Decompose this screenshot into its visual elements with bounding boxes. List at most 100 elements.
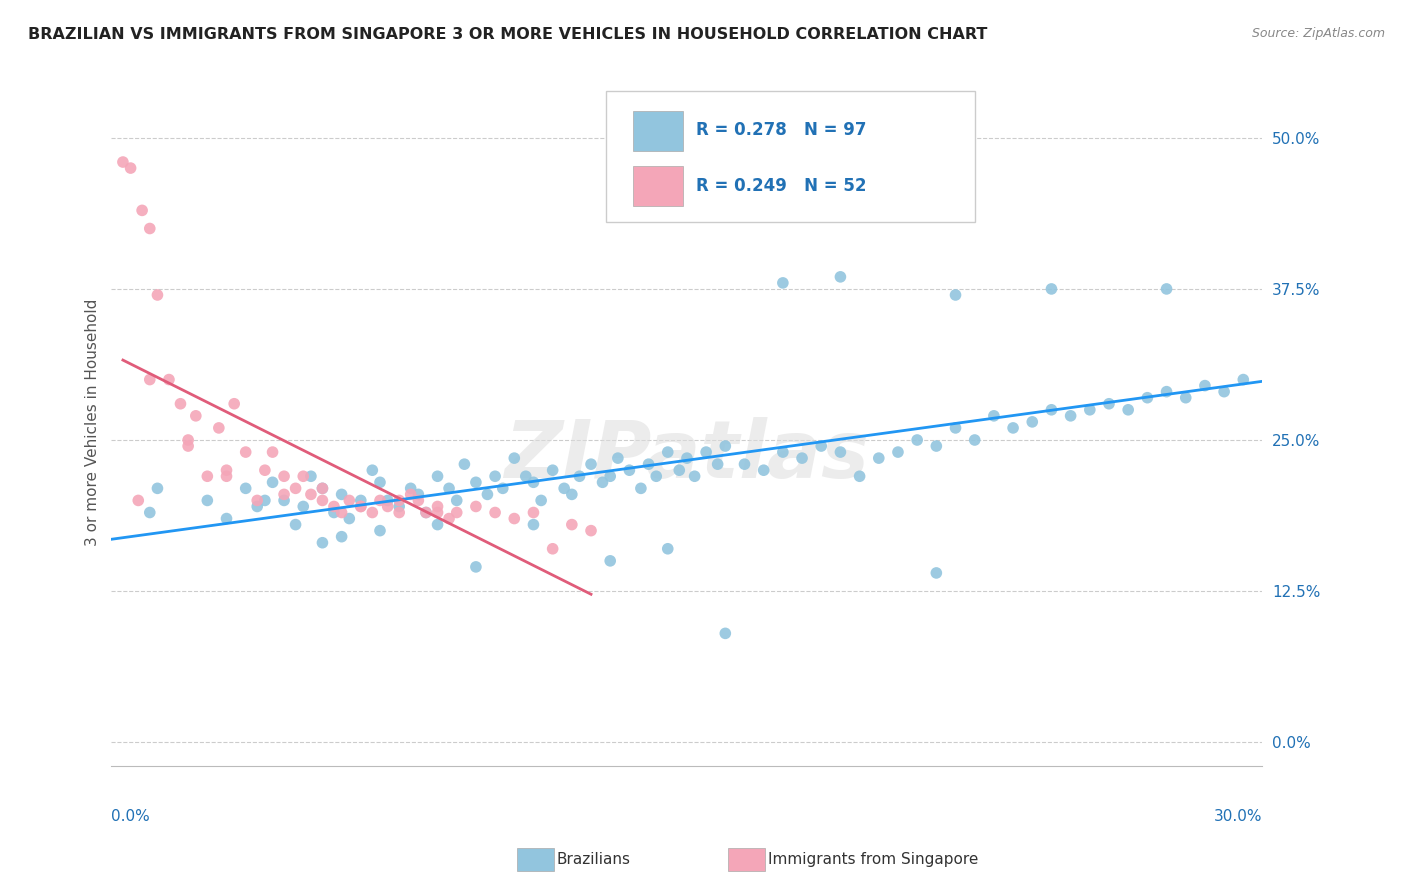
Point: [848, 469, 870, 483]
Point: [492, 481, 515, 495]
Point: [1156, 384, 1178, 399]
Point: [446, 506, 468, 520]
Point: [224, 397, 246, 411]
Point: [215, 463, 238, 477]
Point: [541, 463, 564, 477]
Point: [273, 487, 295, 501]
Point: [1059, 409, 1081, 423]
Point: [484, 469, 506, 483]
Point: [522, 517, 544, 532]
Point: [350, 500, 373, 514]
Point: [619, 463, 641, 477]
Point: [599, 469, 621, 483]
Point: [350, 493, 373, 508]
Point: [157, 373, 180, 387]
Point: [657, 445, 679, 459]
Point: [630, 481, 652, 495]
Point: [695, 445, 717, 459]
Point: [945, 288, 967, 302]
Point: [246, 500, 269, 514]
Point: [446, 493, 468, 508]
Point: [503, 451, 526, 466]
Point: [464, 560, 486, 574]
Point: [253, 463, 276, 477]
Point: [399, 487, 422, 501]
Point: [399, 481, 422, 495]
Point: [561, 487, 583, 501]
Text: Immigrants from Singapore: Immigrants from Singapore: [768, 853, 979, 867]
Point: [426, 469, 449, 483]
Point: [1232, 373, 1254, 387]
Point: [195, 469, 218, 483]
Point: [292, 500, 315, 514]
Point: [215, 469, 238, 483]
Point: [273, 493, 295, 508]
Point: [553, 481, 575, 495]
Point: [311, 493, 333, 508]
Point: [1040, 282, 1063, 296]
Point: [637, 457, 659, 471]
Point: [253, 493, 276, 508]
Point: [1002, 421, 1025, 435]
Y-axis label: 3 or more Vehicles in Household: 3 or more Vehicles in Household: [86, 298, 100, 546]
Point: [361, 506, 384, 520]
Point: [1040, 402, 1063, 417]
Point: [120, 161, 142, 175]
Point: [323, 500, 346, 514]
Point: [714, 626, 737, 640]
Point: [184, 409, 207, 423]
Point: [177, 433, 200, 447]
Point: [311, 481, 333, 495]
Text: Source: ZipAtlas.com: Source: ZipAtlas.com: [1251, 27, 1385, 40]
Point: [311, 535, 333, 549]
Point: [772, 276, 794, 290]
Point: [676, 451, 699, 466]
Text: ZIPatlas: ZIPatlas: [505, 417, 869, 495]
Point: [361, 463, 384, 477]
Point: [337, 511, 360, 525]
Point: [368, 493, 391, 508]
Text: Brazilians: Brazilians: [557, 853, 631, 867]
Point: [388, 493, 411, 508]
Point: [772, 445, 794, 459]
Point: [330, 487, 353, 501]
Point: [657, 541, 679, 556]
Point: [963, 433, 986, 447]
Point: [945, 421, 967, 435]
Point: [1116, 402, 1139, 417]
Point: [734, 457, 756, 471]
Point: [530, 493, 553, 508]
Point: [810, 439, 832, 453]
Point: [714, 439, 737, 453]
Point: [368, 524, 391, 538]
Point: [1021, 415, 1043, 429]
Point: [477, 487, 499, 501]
Point: [177, 439, 200, 453]
Point: [311, 481, 333, 495]
Point: [1098, 397, 1121, 411]
Point: [868, 451, 890, 466]
Point: [790, 451, 813, 466]
Point: [706, 457, 728, 471]
Point: [330, 506, 353, 520]
Point: [568, 469, 591, 483]
Point: [522, 475, 544, 490]
Point: [146, 481, 169, 495]
Point: [503, 511, 526, 525]
Point: [1213, 384, 1236, 399]
Point: [111, 155, 134, 169]
Point: [606, 451, 628, 466]
Point: [292, 469, 315, 483]
Point: [262, 475, 284, 490]
Point: [408, 493, 430, 508]
Point: [415, 506, 437, 520]
FancyBboxPatch shape: [606, 91, 974, 222]
Point: [246, 493, 269, 508]
Point: [408, 487, 430, 501]
Point: [337, 493, 360, 508]
Point: [131, 203, 153, 218]
FancyBboxPatch shape: [633, 111, 683, 151]
Point: [683, 469, 706, 483]
Point: [139, 373, 162, 387]
Point: [330, 530, 353, 544]
